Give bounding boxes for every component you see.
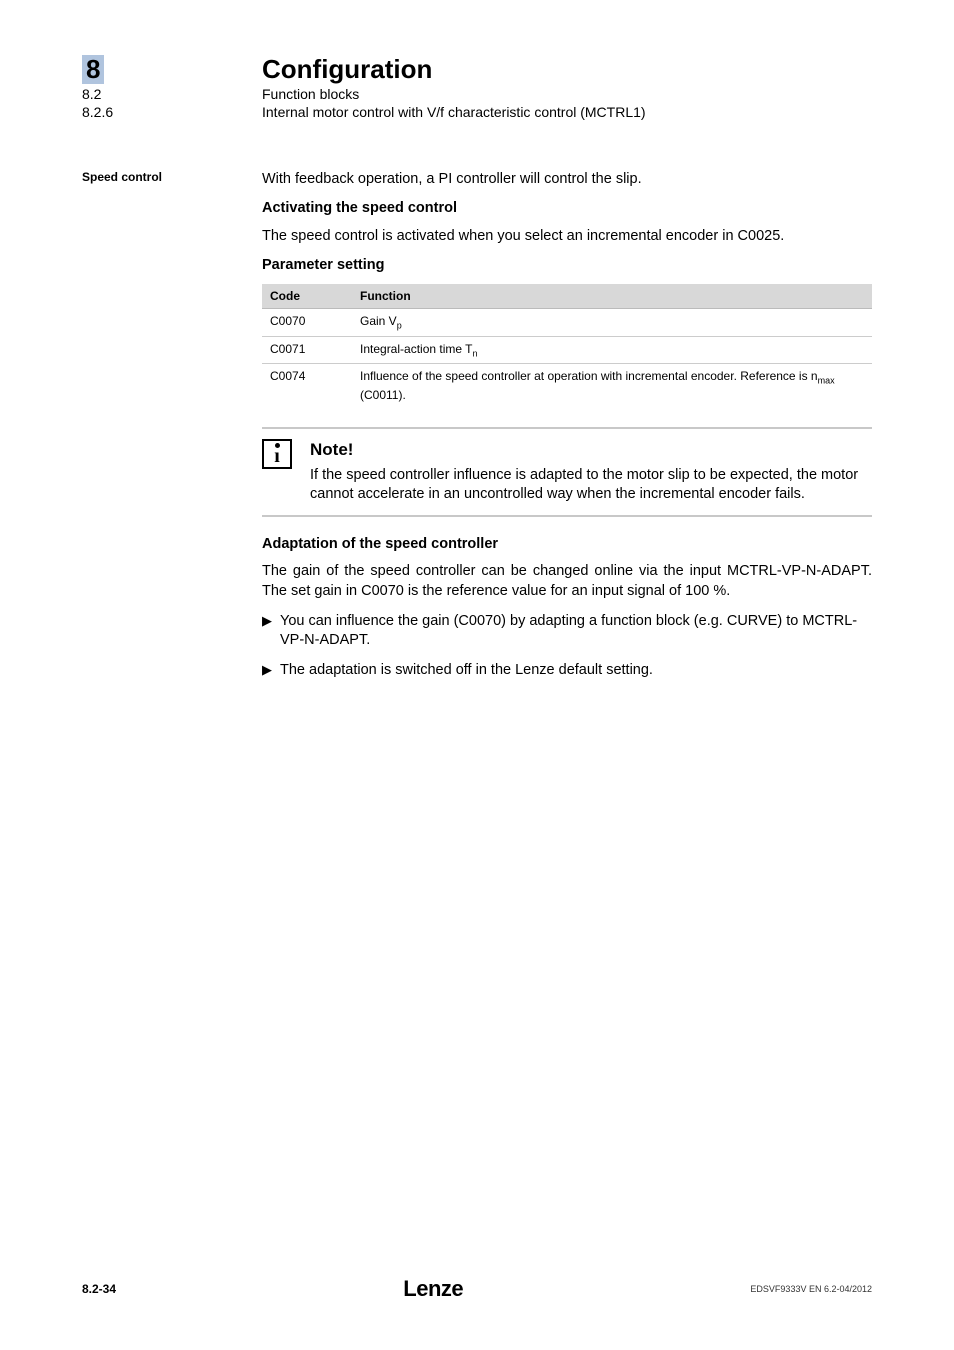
subsection-number: 8.2.6 bbox=[82, 104, 262, 120]
code-cell: C0074 bbox=[262, 364, 352, 407]
note-body: If the speed controller influence is ada… bbox=[310, 466, 872, 505]
table-row: C0074 Influence of the speed controller … bbox=[262, 364, 872, 407]
note-title: Note! bbox=[310, 439, 872, 462]
table-header-function: Function bbox=[352, 284, 872, 309]
intro-paragraph: With feedback operation, a PI controller… bbox=[262, 170, 872, 190]
activating-paragraph: The speed control is activated when you … bbox=[262, 227, 872, 247]
note-icon-wrap: ı bbox=[262, 439, 310, 469]
heading-activating: Activating the speed control bbox=[262, 199, 872, 219]
info-icon: ı bbox=[262, 439, 292, 469]
body-column: With feedback operation, a PI controller… bbox=[262, 170, 872, 691]
note-block: ı Note! If the speed controller influenc… bbox=[262, 427, 872, 517]
page-footer: 8.2-34 Lenze EDSVF9333V EN 6.2-04/2012 bbox=[82, 1276, 872, 1302]
section-title: Function blocks bbox=[262, 86, 872, 102]
list-item: ▶ You can influence the gain (C0070) by … bbox=[262, 612, 872, 651]
header-titles: Configuration Function blocks Internal m… bbox=[262, 55, 872, 120]
adaptation-paragraph: The gain of the speed controller can be … bbox=[262, 562, 872, 601]
chapter-number: 8 bbox=[82, 55, 104, 84]
header-numbers: 8 8.2 8.2.6 bbox=[82, 55, 262, 120]
parameter-table: Code Function C0070 Gain Vp C0071 Integr… bbox=[262, 284, 872, 407]
subsection-title: Internal motor control with V/f characte… bbox=[262, 104, 872, 120]
function-cell: Influence of the speed controller at ope… bbox=[352, 364, 872, 407]
page-header: 8 8.2 8.2.6 Configuration Function block… bbox=[82, 55, 872, 120]
bullet-list: ▶ You can influence the gain (C0070) by … bbox=[262, 612, 872, 681]
table-row: C0071 Integral-action time Tn bbox=[262, 336, 872, 364]
margin-column: Speed control bbox=[82, 170, 262, 691]
brand-logo: Lenze bbox=[403, 1276, 463, 1302]
margin-label: Speed control bbox=[82, 170, 262, 184]
note-bar-top bbox=[262, 427, 872, 429]
section-number: 8.2 bbox=[82, 86, 262, 102]
triangle-icon: ▶ bbox=[262, 612, 280, 651]
page-number: 8.2-34 bbox=[82, 1282, 116, 1296]
function-cell: Gain Vp bbox=[352, 309, 872, 337]
table-header-row: Code Function bbox=[262, 284, 872, 309]
note-bar-bottom bbox=[262, 515, 872, 517]
function-cell: Integral-action time Tn bbox=[352, 336, 872, 364]
code-cell: C0070 bbox=[262, 309, 352, 337]
bullet-text: You can influence the gain (C0070) by ad… bbox=[280, 612, 872, 651]
document-reference: EDSVF9333V EN 6.2-04/2012 bbox=[750, 1284, 872, 1294]
code-cell: C0071 bbox=[262, 336, 352, 364]
content-row: Speed control With feedback operation, a… bbox=[82, 170, 872, 691]
bullet-text: The adaptation is switched off in the Le… bbox=[280, 661, 872, 681]
table-row: C0070 Gain Vp bbox=[262, 309, 872, 337]
heading-adaptation: Adaptation of the speed controller bbox=[262, 535, 872, 555]
table-header-code: Code bbox=[262, 284, 352, 309]
chapter-title: Configuration bbox=[262, 55, 872, 84]
heading-parameter: Parameter setting bbox=[262, 256, 872, 276]
triangle-icon: ▶ bbox=[262, 661, 280, 681]
note-text: Note! If the speed controller influence … bbox=[310, 439, 872, 505]
list-item: ▶ The adaptation is switched off in the … bbox=[262, 661, 872, 681]
